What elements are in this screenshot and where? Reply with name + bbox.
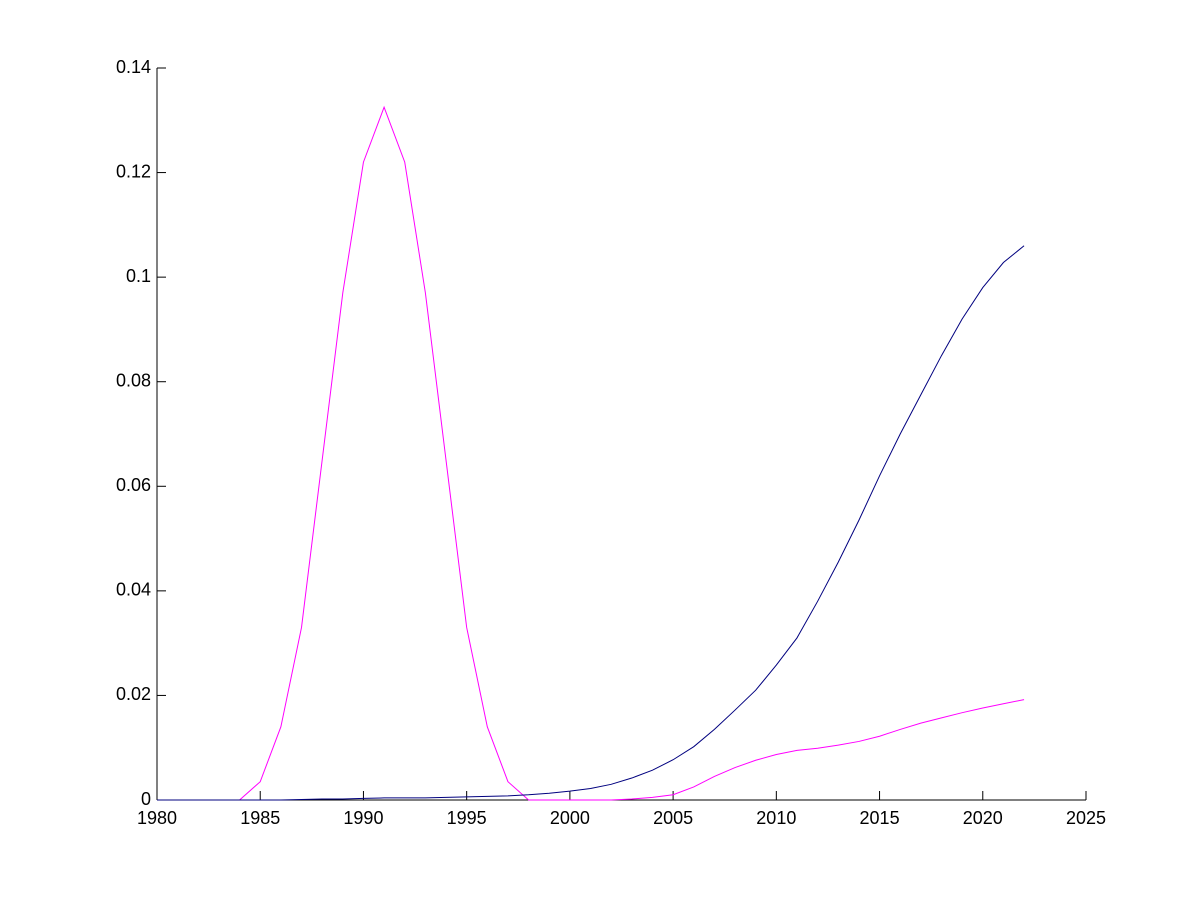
y-tick-label: 0.02 <box>116 684 151 704</box>
x-tick-label: 1980 <box>137 808 177 828</box>
y-tick-label: 0.14 <box>116 57 151 77</box>
x-tick-label: 2020 <box>963 808 1003 828</box>
y-tick-label: 0.1 <box>126 266 151 286</box>
y-tick-label: 0.12 <box>116 161 151 181</box>
y-tick-label: 0.08 <box>116 370 151 390</box>
y-tick-label: 0 <box>141 789 151 809</box>
x-tick-label: 1985 <box>240 808 280 828</box>
x-tick-label: 1990 <box>343 808 383 828</box>
x-tick-label: 1995 <box>447 808 487 828</box>
x-tick-label: 2000 <box>550 808 590 828</box>
x-tick-label: 2010 <box>756 808 796 828</box>
data-line <box>157 245 1025 801</box>
y-tick-label: 0.04 <box>116 580 151 600</box>
x-tick-label: 2025 <box>1066 808 1106 828</box>
x-tick-label: 2005 <box>653 808 693 828</box>
data-line <box>157 105 1025 801</box>
y-tick-label: 0.06 <box>116 475 151 495</box>
x-tick-label: 2015 <box>860 808 900 828</box>
